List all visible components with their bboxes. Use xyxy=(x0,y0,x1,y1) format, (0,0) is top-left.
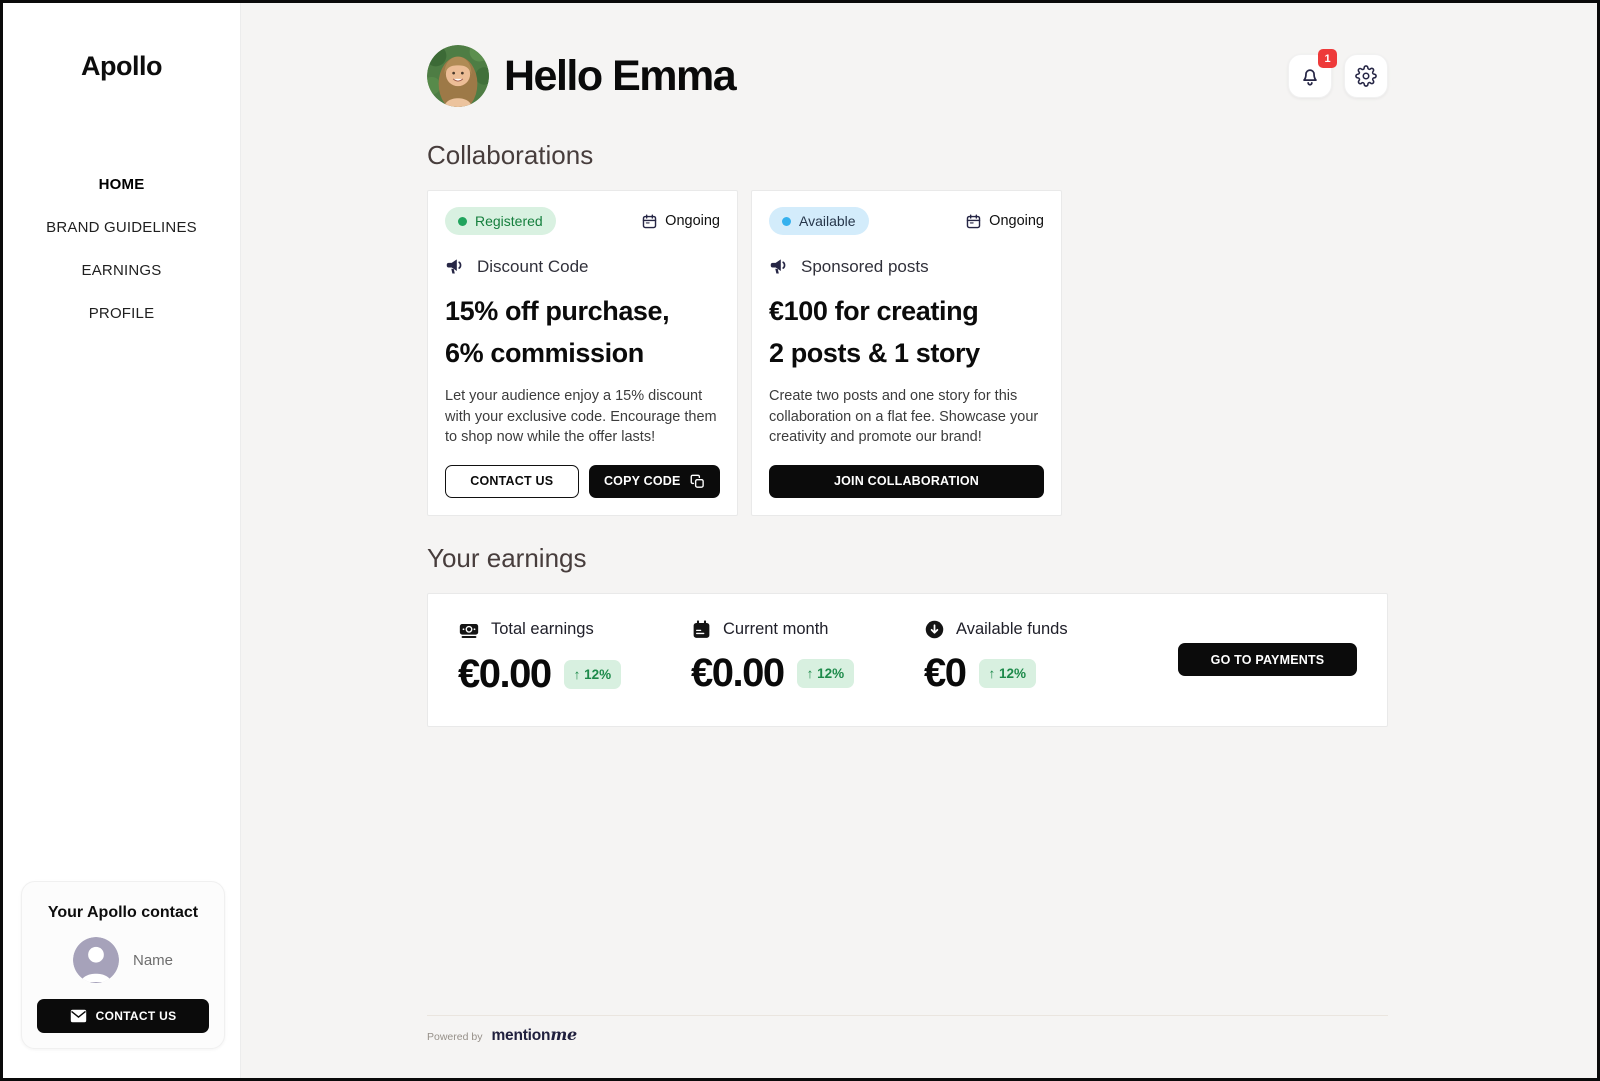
contact-us-button-sidebar[interactable]: CONTACT US xyxy=(37,999,209,1033)
person-placeholder-icon xyxy=(72,937,119,983)
copy-icon xyxy=(690,474,705,489)
section-title-collaborations: Collaborations xyxy=(427,140,594,170)
headline-line2: 2 posts & 1 story xyxy=(769,338,980,368)
mentionme-logo-text: mention xyxy=(491,1027,551,1044)
gear-icon xyxy=(1355,65,1377,87)
headline-line1: €100 for creating xyxy=(769,296,979,326)
metric-label: Current month xyxy=(723,619,829,638)
footer: Powered by mentionme xyxy=(427,1015,1388,1045)
headline-line1: 15% off purchase, xyxy=(445,296,670,326)
contact-name: Name xyxy=(132,951,173,969)
duration-label: Ongoing xyxy=(665,213,720,229)
calendar-filled-icon xyxy=(691,619,712,640)
megaphone-icon xyxy=(445,256,466,277)
change-badge: ↑ 12% xyxy=(796,658,855,688)
banknote-icon xyxy=(458,619,480,641)
section-title-earnings: Your earnings xyxy=(427,542,587,573)
headline-line2: 6% commission xyxy=(445,338,644,368)
arrow-down-circle-icon xyxy=(924,619,945,640)
status-label: Registered xyxy=(475,213,543,229)
card-buttons: JOIN COLLABORATION xyxy=(769,464,1044,498)
notifications-button[interactable]: 1 xyxy=(1288,49,1337,98)
settings-button[interactable] xyxy=(1344,54,1388,98)
card-top: Registered Ongoing xyxy=(445,207,720,235)
metric-current-month: Current month €0.00 ↑ 12% xyxy=(691,619,924,696)
change-badge: ↑ 12% xyxy=(978,658,1037,688)
metric-label: Total earnings xyxy=(491,620,594,638)
metric-label: Available funds xyxy=(956,619,1068,638)
metric-available-funds: Available funds €0 ↑ 12% xyxy=(924,619,1157,696)
card-top: Available Ongoing xyxy=(769,207,1044,235)
contact-row: Name xyxy=(37,937,209,983)
collab-description: Create two posts and one story for this … xyxy=(769,388,1039,445)
duration-label: Ongoing xyxy=(989,213,1044,229)
earnings-card: Total earnings €0.00 ↑ 12% xyxy=(427,592,1388,727)
mentionme-logo: mentionme xyxy=(491,1025,577,1045)
contact-card-title: Your Apollo contact xyxy=(47,904,199,921)
calendar-icon xyxy=(641,213,658,230)
collab-type: Discount Code xyxy=(445,256,720,277)
metric-value: €0 xyxy=(924,650,967,695)
duration: Ongoing xyxy=(965,213,1044,230)
status-badge-registered: Registered xyxy=(445,207,556,235)
go-to-payments-button[interactable]: GO TO PAYMENTS xyxy=(1178,643,1357,676)
metric-value-row: €0 ↑ 12% xyxy=(924,651,1157,696)
metric-label-row: Available funds xyxy=(924,619,1157,640)
notification-badge: 1 xyxy=(1318,49,1337,68)
calendar-icon xyxy=(965,213,982,230)
megaphone-icon xyxy=(769,256,790,277)
join-collaboration-button[interactable]: JOIN COLLABORATION xyxy=(769,464,1044,498)
sidebar: Apollo HOME BRAND GUIDELINES EARNINGS PR… xyxy=(3,3,241,1078)
bell-icon xyxy=(1299,65,1321,87)
status-label: Available xyxy=(799,213,856,229)
collab-card-discount-code: Registered Ongoing xyxy=(427,190,738,516)
sidebar-item-earnings[interactable]: EARNINGS xyxy=(81,262,162,279)
copy-code-label: COPY CODE xyxy=(603,474,681,488)
apollo-logo: Apollo xyxy=(81,51,162,81)
header-actions: 1 xyxy=(1288,49,1388,98)
metric-total-earnings: Total earnings €0.00 ↑ 12% xyxy=(458,619,691,697)
apollo-contact-card: Your Apollo contact Name xyxy=(21,881,225,1049)
metric-label-row: Total earnings xyxy=(458,619,691,641)
sidebar-nav: HOME BRAND GUIDELINES EARNINGS PROFILE xyxy=(3,176,240,322)
copy-code-button[interactable]: COPY CODE xyxy=(588,464,720,498)
contact-us-label: CONTACT US xyxy=(95,1009,177,1023)
sidebar-item-home[interactable]: HOME xyxy=(98,176,145,193)
collaboration-cards: Registered Ongoing xyxy=(427,190,1388,516)
sidebar-item-brand-guidelines[interactable]: BRAND GUIDELINES xyxy=(46,219,197,236)
main-content: Hello Emma 1 xyxy=(427,3,1388,727)
collab-headline: 15% off purchase, 6% commission xyxy=(445,290,720,374)
collab-headline: €100 for creating 2 posts & 1 story xyxy=(769,290,1044,374)
collab-type-label: Sponsored posts xyxy=(801,256,929,276)
status-dot xyxy=(458,216,467,226)
collab-card-sponsored-posts: Available Ongoing xyxy=(751,190,1062,516)
duration: Ongoing xyxy=(641,213,720,230)
card-buttons: CONTACT US COPY CODE xyxy=(445,464,720,498)
envelope-icon xyxy=(70,1009,87,1023)
collab-type-label: Discount Code xyxy=(477,256,589,276)
header: Hello Emma 1 xyxy=(427,45,1388,107)
metric-value-row: €0.00 ↑ 12% xyxy=(458,652,691,697)
status-badge-available: Available xyxy=(769,207,869,235)
collab-type: Sponsored posts xyxy=(769,256,1044,277)
powered-by-label: Powered by xyxy=(427,1031,483,1043)
metric-value: €0.00 xyxy=(458,651,552,696)
status-dot xyxy=(782,216,791,226)
metric-value-row: €0.00 ↑ 12% xyxy=(691,651,924,696)
metric-label-row: Current month xyxy=(691,619,924,640)
change-badge: ↑ 12% xyxy=(563,659,622,689)
sidebar-item-profile[interactable]: PROFILE xyxy=(88,305,155,322)
collab-description: Let your audience enjoy a 15% discount w… xyxy=(445,388,717,445)
page-title-greeting: Hello Emma xyxy=(504,51,737,100)
metric-value: €0.00 xyxy=(691,650,785,695)
contact-us-button[interactable]: CONTACT US xyxy=(445,464,579,498)
mentionme-logo-script: me xyxy=(550,1025,578,1044)
user-avatar xyxy=(427,45,489,107)
